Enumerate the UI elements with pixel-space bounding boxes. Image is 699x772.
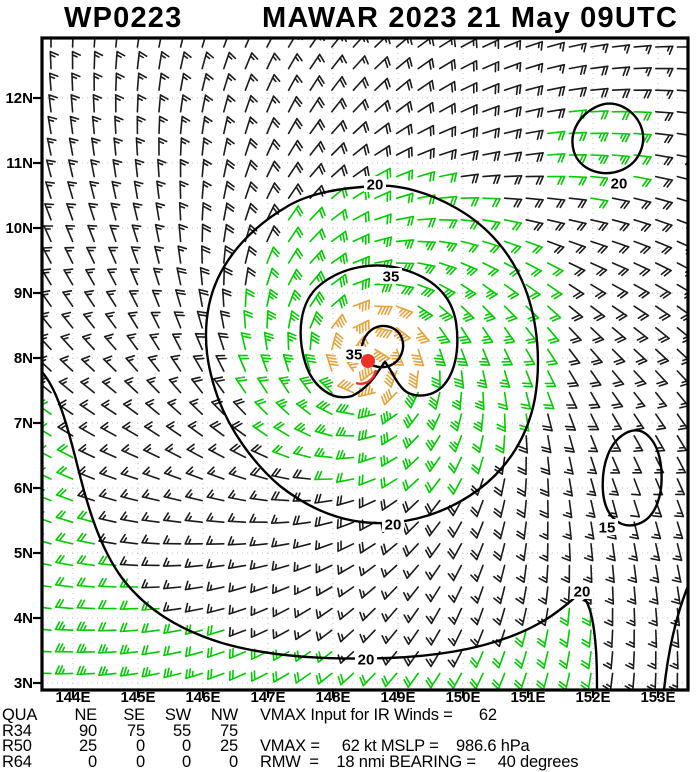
lon-label-152E: 152E xyxy=(575,689,611,706)
isotach-35kt xyxy=(299,264,459,399)
lon-label-151E: 151E xyxy=(510,689,546,706)
stats-value-nw: 75 xyxy=(220,721,238,740)
page-title: MAWAR 2023 21 May 09UTC xyxy=(262,2,679,34)
lon-label-147E: 147E xyxy=(250,689,286,706)
map-frame xyxy=(40,36,690,692)
lon-label-145E: 145E xyxy=(120,689,156,706)
isotach-15kt xyxy=(601,429,663,527)
stats-right-text: VMAX = 62 kt MSLP = 986.6 hPa xyxy=(260,737,530,756)
stats-value-nw: NW xyxy=(210,706,238,724)
axis-ticks xyxy=(33,96,660,698)
lat-label-12N: 12N xyxy=(5,90,33,107)
stats-value-ne: 25 xyxy=(79,737,97,756)
contour-label: 20 xyxy=(367,177,384,194)
storm-id-title: WP0223 xyxy=(64,2,183,34)
lat-label-5N: 5N xyxy=(13,545,33,562)
stats-value-ne: 90 xyxy=(79,721,97,740)
lon-label-144E: 144E xyxy=(55,689,91,706)
contour-label: 20 xyxy=(385,517,402,534)
stats-row-r34: R34 90 75 55 75 xyxy=(0,721,699,740)
stats-right-text: VMAX Input for IR Winds = 62 xyxy=(260,706,497,724)
contour-label: 20 xyxy=(611,176,628,193)
stats-right-text: RMW = 18 nmi BEARING = 40 degrees xyxy=(260,753,579,772)
stats-row-qua: QUA NE SE SW NW VMAX Input for IR Winds = 62 xyxy=(0,706,699,724)
stats-value-ne: NE xyxy=(74,706,97,724)
lat-label-10N: 10N xyxy=(5,220,33,237)
stats-row-r50: R50 25 0 0 25 VMAX = 62 kt MSLP = 986.6 hPa xyxy=(0,737,699,756)
wind-barbs-35kt-plus xyxy=(325,299,430,406)
stats-value-sw: 0 xyxy=(182,737,191,756)
lat-label-3N: 3N xyxy=(13,675,33,692)
lat-label-6N: 6N xyxy=(13,480,33,497)
storm-center-tail xyxy=(355,369,378,385)
contour-label: 35 xyxy=(346,347,363,364)
isotach-20kt xyxy=(571,102,645,175)
stats-value-nw: 0 xyxy=(229,753,238,772)
stats-value-nw: 25 xyxy=(220,737,238,756)
lat-label-11N: 11N xyxy=(6,155,33,172)
stats-value-se: 0 xyxy=(136,737,145,756)
lon-label-150E: 150E xyxy=(445,689,481,706)
stats-value-sw: 55 xyxy=(173,721,191,740)
contour-label: 20 xyxy=(358,652,375,669)
lat-label-7N: 7N xyxy=(13,415,33,432)
lat-label-4N: 4N xyxy=(13,610,33,627)
stats-value-se: 75 xyxy=(127,721,145,740)
lon-label-153E: 153E xyxy=(640,689,676,706)
lon-label-148E: 148E xyxy=(315,689,351,706)
stats-value-sw: 0 xyxy=(182,753,191,772)
lat-label-9N: 9N xyxy=(13,285,33,302)
stats-row-label: R34 xyxy=(2,721,32,740)
storm-center-marker xyxy=(355,354,378,385)
stats-value-se: SE xyxy=(123,706,145,724)
stats-value-ne: 0 xyxy=(88,753,97,772)
stats-value-sw: SW xyxy=(164,706,191,724)
storm-center-dot xyxy=(361,354,375,368)
isotach-20kt xyxy=(662,585,688,690)
isotach-20kt xyxy=(42,371,599,690)
isotach-20kt xyxy=(204,184,540,525)
contour-labels: 20 35 35 20 20 20 20 15 xyxy=(343,175,630,669)
lat-label-8N: 8N xyxy=(13,350,33,367)
storm-stats-block: QUA NE SE SW NW VMAX Input for IR Winds = 62 R… xyxy=(0,707,699,772)
lon-label-149E: 149E xyxy=(380,689,416,706)
contour-label: 35 xyxy=(383,269,400,286)
wind-barbs-20-34kt xyxy=(42,109,652,690)
isotach-contours xyxy=(42,102,688,690)
stats-row-label: R64 xyxy=(2,753,32,772)
stats-value-se: 0 xyxy=(136,753,145,772)
lon-label-146E: 146E xyxy=(185,689,221,706)
contour-label: 20 xyxy=(574,584,591,601)
stats-row-label: QUA xyxy=(2,706,38,724)
contour-label: 15 xyxy=(599,520,616,537)
stats-row-label: R50 xyxy=(2,737,32,756)
stats-row-r64: R64 0 0 0 0 RMW = 18 nmi BEARING = 40 degrees xyxy=(0,753,699,772)
